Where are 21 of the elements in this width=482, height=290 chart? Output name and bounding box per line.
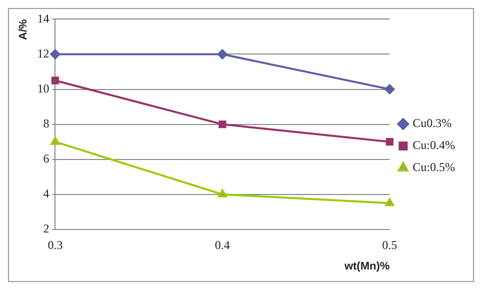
point bbox=[217, 49, 228, 60]
y-tick-label: 4 bbox=[43, 186, 50, 201]
point bbox=[50, 49, 60, 60]
point bbox=[218, 120, 226, 128]
point bbox=[51, 76, 60, 84]
legend-label: Cu:0.4% bbox=[412, 138, 456, 152]
x-tick-label: 0.3 bbox=[48, 238, 63, 252]
y-tick-label: 10 bbox=[37, 81, 50, 96]
point bbox=[386, 138, 394, 146]
y-tick-label: 12 bbox=[37, 46, 50, 60]
legend-label: Cu0.3% bbox=[412, 116, 452, 130]
x-axis-title: wt(Mn)% bbox=[343, 260, 390, 272]
x-tick-label: 0.5 bbox=[382, 238, 398, 252]
point bbox=[384, 84, 395, 94]
legend-label: Cu:0.5% bbox=[412, 160, 456, 174]
y-tick-label: 14 bbox=[37, 11, 50, 26]
y-tick-label: 8 bbox=[43, 116, 50, 130]
y-tick-label: 6 bbox=[43, 151, 50, 166]
x-tick-label: 0.4 bbox=[214, 238, 230, 252]
y-axis-title: A/% bbox=[18, 18, 30, 40]
y-tick-label: 2 bbox=[43, 222, 50, 236]
